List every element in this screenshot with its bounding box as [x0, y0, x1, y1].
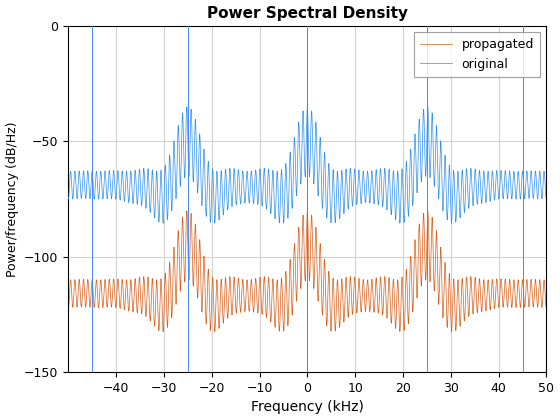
original: [65, 196, 72, 201]
propagated: [419, 230, 426, 235]
propagated: [445, 296, 452, 301]
original: [238, 191, 245, 196]
original: [348, 181, 354, 186]
original: [445, 185, 452, 190]
original: [304, 104, 311, 109]
original: [89, 169, 96, 174]
X-axis label: Frequency (kHz): Frequency (kHz): [251, 400, 364, 415]
propagated: [65, 304, 72, 309]
propagated: [448, 329, 455, 334]
propagated: [304, 208, 311, 213]
original: [160, 221, 166, 226]
Legend: propagated, original: propagated, original: [414, 32, 540, 77]
Line: propagated: propagated: [68, 210, 547, 332]
propagated: [238, 301, 245, 306]
propagated: [348, 288, 354, 293]
original: [419, 123, 426, 128]
original: [369, 170, 376, 175]
Line: original: original: [68, 107, 547, 223]
propagated: [89, 277, 96, 282]
Title: Power Spectral Density: Power Spectral Density: [207, 5, 408, 21]
propagated: [543, 304, 550, 309]
original: [543, 196, 550, 201]
propagated: [368, 278, 375, 283]
Y-axis label: Power/frequency (dB/Hz): Power/frequency (dB/Hz): [6, 121, 18, 277]
